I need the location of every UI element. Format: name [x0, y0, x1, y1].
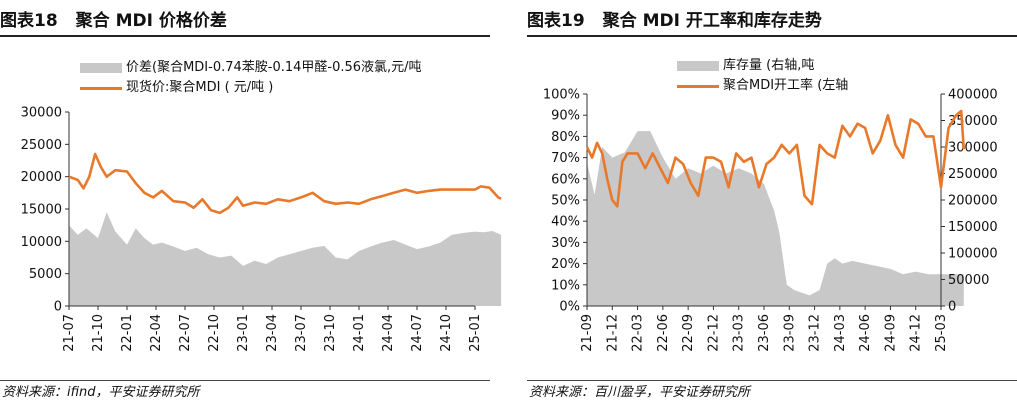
legend-item-spread: 价差(聚合MDI-0.74苯胺-0.14甲醛-0.56液氯,元/吨 — [80, 58, 422, 78]
legend-swatch-inventory — [677, 61, 719, 71]
right-xtick-label: 23-09 — [782, 314, 797, 352]
left-ytick-label: 25000 — [21, 138, 62, 153]
left-xtick-label: 21-10 — [91, 314, 106, 352]
right-ytick-right-label: 100000 — [948, 247, 998, 262]
right-ytick-right-label: 250000 — [948, 167, 998, 182]
right-ytick-right-label: 300000 — [948, 141, 998, 156]
left-ytick-label: 10000 — [21, 235, 62, 250]
right-ytick-label: 60% — [551, 172, 580, 187]
figure-number-left: 图表18 — [0, 11, 58, 31]
right-ytick-right-label: 150000 — [948, 220, 998, 235]
right-ytick-right-label: 0 — [948, 300, 956, 315]
legend-swatch-price — [80, 86, 122, 90]
right-xtick-label: 22-06 — [656, 314, 671, 352]
left-xtick-label: 22-04 — [149, 314, 164, 352]
legend-item-price: 现货价:聚合MDI ( 元/吨 ) — [80, 78, 422, 98]
right-xtick-label: 21-12 — [605, 314, 620, 352]
legend-item-inventory: 库存量 (右轴,吨 — [677, 56, 848, 76]
left-xtick-label: 23-01 — [236, 314, 251, 352]
figure-number-right: 图表19 — [527, 11, 585, 31]
right-ytick-label: 90% — [551, 109, 580, 124]
right-ytick-label: 100% — [543, 88, 580, 103]
source-rule-right — [527, 380, 1017, 381]
left-xtick-label: 24-04 — [381, 314, 396, 352]
right-ytick-right-label: 400000 — [948, 88, 998, 103]
legend-swatch-utilization — [677, 84, 719, 88]
left-xtick-label: 24-01 — [352, 314, 367, 352]
right-ytick-right-label: 50000 — [948, 273, 989, 288]
right-ytick-label: 70% — [551, 151, 580, 166]
source-note-left: 资料来源：ifind，平安证券研究所 — [2, 385, 200, 400]
right-ytick-right-label: 200000 — [948, 194, 998, 209]
title-rule-left — [0, 35, 490, 37]
figure-title-right: 聚合 MDI 开工率和库存走势 — [602, 11, 822, 31]
left-xtick-label: 23-04 — [265, 314, 280, 352]
right-xtick-label: 25-03 — [934, 314, 949, 352]
legend-right: 库存量 (右轴,吨 聚合MDI开工率 (左轴 — [677, 56, 848, 96]
right-xtick-label: 23-06 — [757, 314, 772, 352]
legend-item-utilization: 聚合MDI开工率 (左轴 — [677, 76, 848, 96]
right-xtick-label: 23-12 — [808, 314, 823, 352]
right-ytick-label: 0% — [559, 300, 580, 315]
left-ytick-label: 5000 — [29, 267, 62, 282]
legend-label-spread: 价差(聚合MDI-0.74苯胺-0.14甲醛-0.56液氯,元/吨 — [126, 60, 422, 75]
legend-label-price: 现货价:聚合MDI ( 元/吨 ) — [126, 80, 274, 95]
legend-left: 价差(聚合MDI-0.74苯胺-0.14甲醛-0.56液氯,元/吨 现货价:聚合… — [80, 58, 422, 98]
source-note-right: 资料来源：百川盈孚，平安证券研究所 — [529, 385, 751, 400]
source-rule-left — [0, 380, 490, 381]
right-xtick-label: 22-09 — [681, 314, 696, 352]
left-line-series — [68, 152, 502, 215]
figure-title-left: 聚合 MDI 价格价差 — [75, 11, 227, 31]
left-xtick-label: 21-07 — [62, 314, 77, 352]
right-ytick-label: 10% — [551, 278, 580, 293]
right-xtick-label: 22-03 — [631, 314, 646, 352]
right-ytick-label: 30% — [551, 236, 580, 251]
left-ytick-label: 15000 — [21, 203, 62, 218]
right-xtick-label: 21-09 — [580, 314, 595, 352]
plot-right: 0% 10% 20% 30% 40% 50% 60% 70% 80% 90% 100% 0 50000 1… — [543, 88, 998, 352]
chart-panel-right: 图表19 聚合 MDI 开工率和库存走势 库存量 (右轴,吨 聚合MDI开工率 (… — [527, 0, 1017, 412]
left-xtick-label: 24-07 — [410, 314, 425, 352]
right-xtick-label: 24-09 — [883, 314, 898, 352]
right-ytick-label: 40% — [551, 215, 580, 230]
left-xtick-label: 25-01 — [468, 314, 483, 352]
left-ytick-label: 0 — [54, 300, 62, 315]
right-ytick-label: 50% — [551, 194, 580, 209]
right-area-series — [587, 131, 964, 306]
left-xtick-label: 22-01 — [120, 314, 135, 352]
left-ytick-label: 20000 — [21, 170, 62, 185]
right-xtick-label: 24-12 — [909, 314, 924, 352]
chart-panel-left: 图表18 聚合 MDI 价格价差 价差(聚合MDI-0.74苯胺-0.14甲醛-0… — [0, 0, 502, 412]
legend-label-utilization: 聚合MDI开工率 (左轴 — [723, 78, 849, 93]
left-xtick-label: 22-07 — [178, 314, 193, 352]
right-ytick-label: 20% — [551, 257, 580, 272]
right-xtick-label: 24-06 — [858, 314, 873, 352]
left-xtick-label: 23-07 — [294, 314, 309, 352]
left-area-series — [69, 212, 502, 306]
left-ytick-label: 30000 — [21, 106, 62, 121]
left-xtick-label: 22-10 — [207, 314, 222, 352]
right-line-series — [585, 109, 966, 208]
right-xtick-label: 23-03 — [732, 314, 747, 352]
chart-title-right: 图表19 聚合 MDI 开工率和库存走势 — [527, 6, 1017, 36]
legend-label-inventory: 库存量 (右轴,吨 — [723, 58, 815, 73]
left-xtick-label: 24-10 — [439, 314, 454, 352]
left-xtick-label: 23-10 — [323, 314, 338, 352]
legend-swatch-spread — [80, 63, 122, 73]
title-rule-right — [527, 35, 1017, 37]
chart-title-left: 图表18 聚合 MDI 价格价差 — [0, 6, 490, 36]
right-xtick-label: 22-12 — [706, 314, 721, 352]
plot-left: 0 5000 10000 15000 20000 25000 30000 21-07 21-10… — [21, 106, 502, 352]
right-xtick-label: 24-03 — [833, 314, 848, 352]
right-ytick-label: 80% — [551, 130, 580, 145]
